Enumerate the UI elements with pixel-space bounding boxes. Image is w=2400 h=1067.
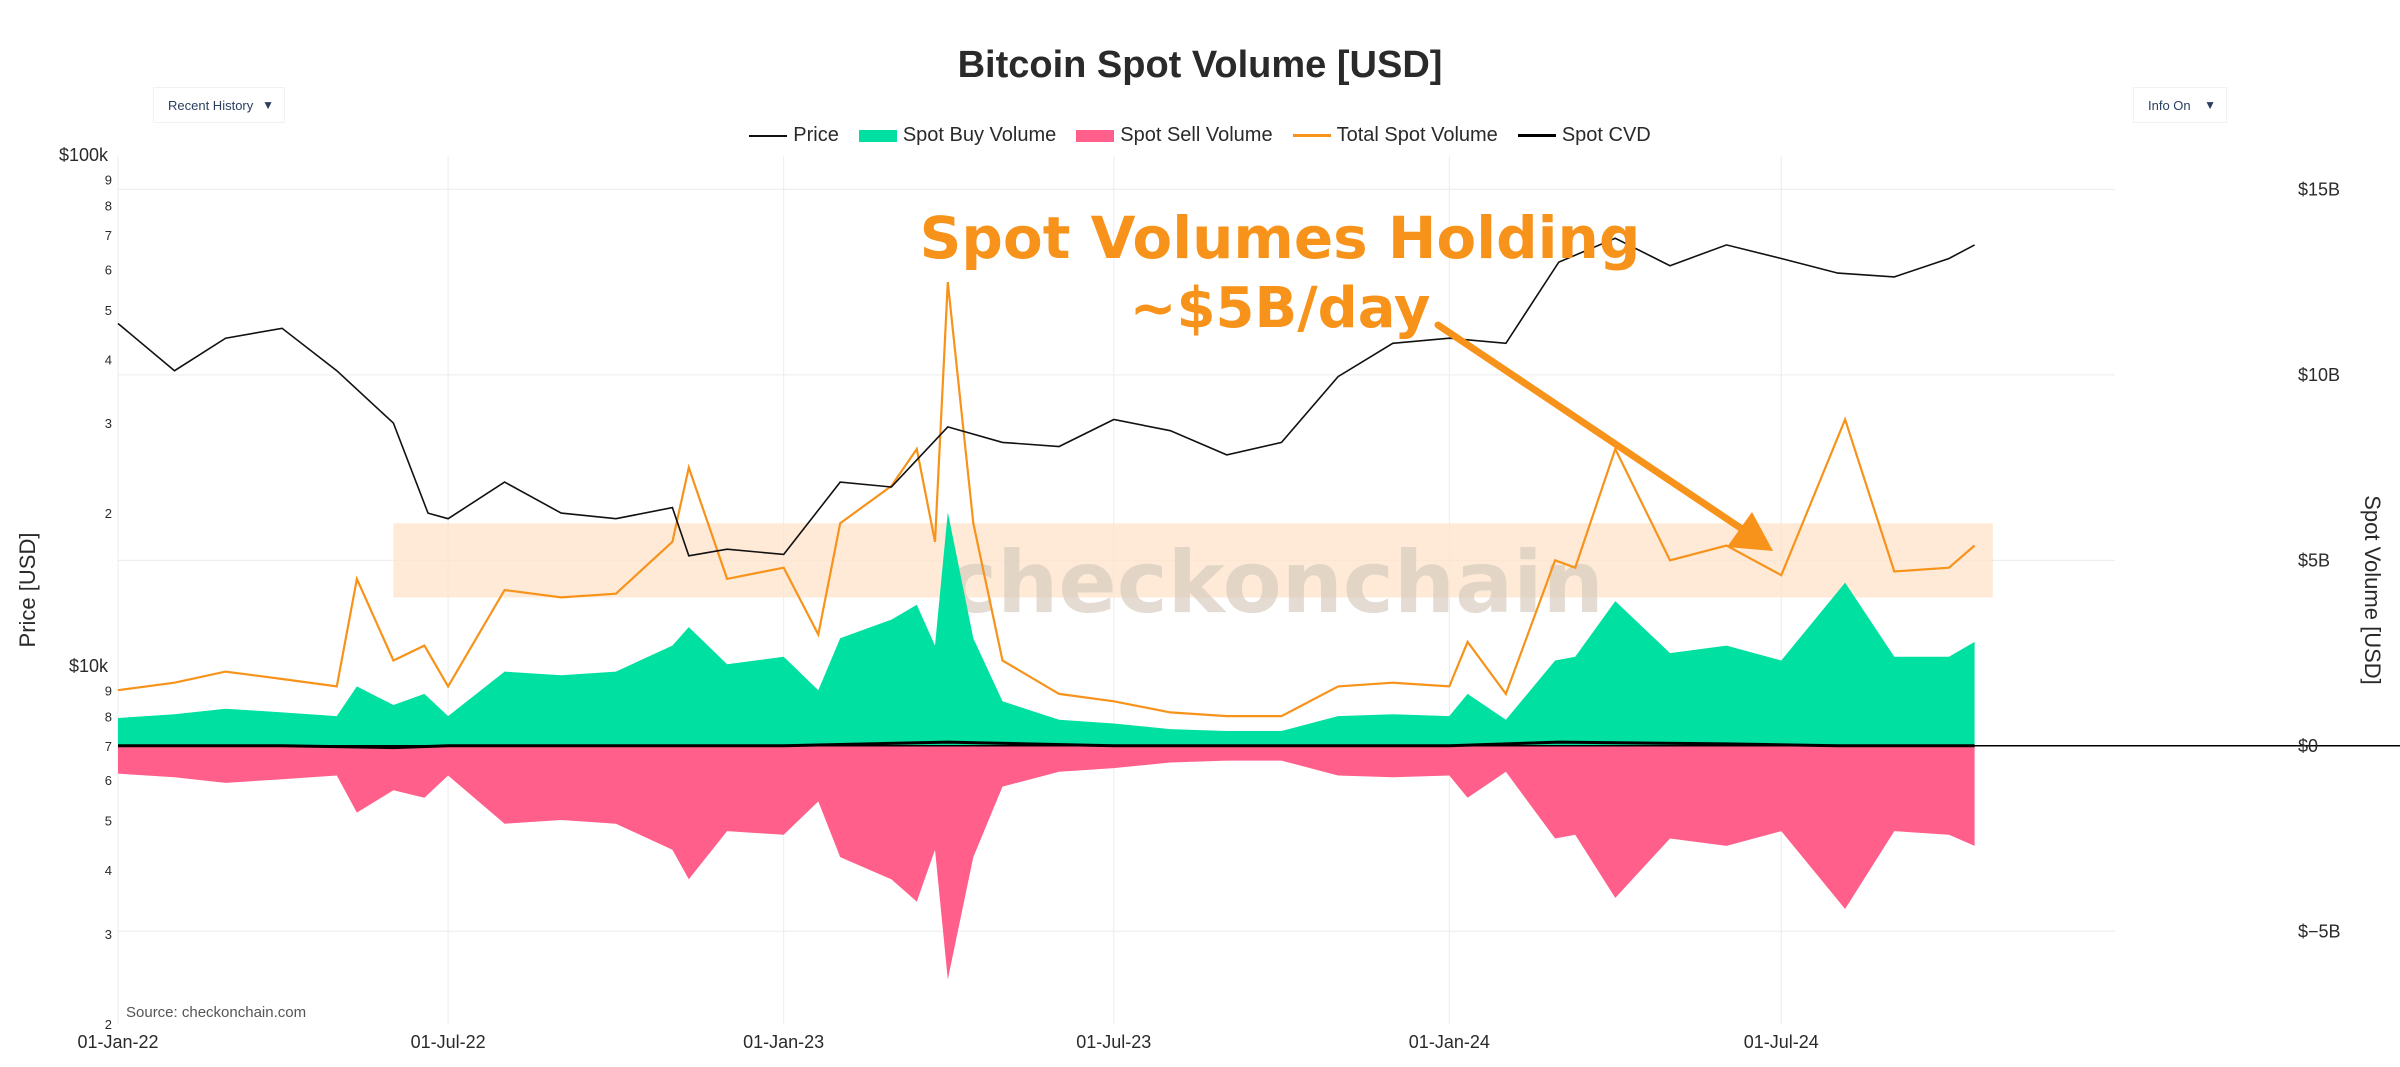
- right-axis-tick-label: $−5B: [2298, 921, 2341, 941]
- left-axis-tick-label: 4: [105, 352, 112, 367]
- left-axis-tick-label: $100k: [59, 145, 109, 165]
- watermark: checkonchain: [946, 533, 1604, 633]
- right-axis-tick-label: $5B: [2298, 550, 2330, 570]
- left-axis-tick-label: 7: [105, 739, 112, 754]
- series-spot-cvd-line: [118, 740, 1975, 750]
- legend-label-spot-sell: Spot Sell Volume: [1120, 124, 1273, 146]
- highlight-band: [393, 523, 1993, 598]
- recent-history-label: Recent History: [168, 97, 254, 113]
- left-axis-tick-label: 5: [105, 303, 112, 318]
- chart-legend: Price Spot Buy Volume Spot Sell Volume T…: [0, 124, 2400, 147]
- annotation-line-2: ~$5B/day: [1129, 276, 1431, 341]
- left-axis-tick-label: $10k: [69, 656, 109, 676]
- chart-title: Bitcoin Spot Volume [USD]: [957, 44, 1443, 86]
- left-axis-tick-label: 6: [105, 262, 112, 277]
- dropdown-arrow-icon: ▼: [262, 98, 274, 112]
- series-price-line: [117, 237, 1975, 557]
- left-axis-tick-label: 8: [105, 709, 112, 724]
- right-axis-tick-label: $10B: [2298, 365, 2340, 385]
- series-spot-buy-volume-area: [118, 512, 1975, 746]
- x-axis-tick-label: 01-Jan-23: [743, 1032, 824, 1052]
- annotation-line-1: Spot Volumes Holding: [919, 204, 1641, 272]
- left-axis-tick-label: 8: [105, 199, 112, 214]
- legend-label-total-spot: Total Spot Volume: [1336, 124, 1498, 146]
- left-axis-tick-label: 9: [105, 172, 112, 187]
- left-axis-tick-label: 6: [105, 773, 112, 788]
- left-axis-tick-label: 3: [105, 927, 112, 942]
- legend-item-spot-sell[interactable]: Spot Sell Volume: [1076, 124, 1273, 147]
- legend-item-spot-buy[interactable]: Spot Buy Volume: [858, 124, 1057, 147]
- series-spot-sell-volume-area: [118, 745, 1975, 980]
- recent-history-dropdown[interactable]: Recent History ▼: [154, 88, 284, 122]
- left-axis-tick-label: 5: [105, 814, 112, 829]
- legend-swatch-price: [749, 134, 788, 137]
- info-on-dropdown[interactable]: Info On ▼: [2134, 88, 2226, 122]
- x-axis-ticks: 01-Jan-22 01-Jul-22 01-Jan-23 01-Jul-23 01-J…: [77, 1032, 1818, 1052]
- legend-swatch-spot-cvd: [1517, 134, 1556, 137]
- x-axis-tick-label: 01-Jul-22: [411, 1032, 486, 1052]
- x-axis-tick-label: 01-Jul-24: [1744, 1032, 1819, 1052]
- legend-item-spot-cvd[interactable]: Spot CVD: [1517, 124, 1651, 147]
- y-axis-right-title: Spot Volume [USD]: [2360, 495, 2385, 685]
- x-axis-tick-label: 01-Jul-23: [1076, 1032, 1151, 1052]
- annotation-arrow-icon: [1434, 321, 1773, 551]
- dropdown-arrow-icon: ▼: [2204, 98, 2216, 112]
- left-axis-tick-label: 2: [105, 1017, 112, 1032]
- left-axis-tick-label: 2: [105, 506, 112, 521]
- legend-swatch-spot-buy: [858, 129, 897, 142]
- legend-label-spot-buy: Spot Buy Volume: [902, 124, 1057, 146]
- series-total-spot-volume-line: [117, 281, 1976, 718]
- arrow-shaft: [1434, 321, 1752, 537]
- legend-label-price: Price: [793, 124, 839, 146]
- legend-label-spot-cvd: Spot CVD: [1561, 124, 1651, 146]
- legend-swatch-total-spot: [1292, 134, 1331, 137]
- right-axis-tick-label: $0: [2298, 736, 2318, 756]
- left-axis-tick-label: 9: [105, 683, 112, 698]
- legend-swatch-spot-sell: [1076, 129, 1115, 142]
- left-axis-ticks: 2 3 4 5 6 7 8 9 $10k 2 3 4 5 6 7 8 9 $100k: [59, 145, 112, 1032]
- right-axis-tick-label: $15B: [2298, 179, 2340, 199]
- x-axis-tick-label: 01-Jan-22: [77, 1032, 158, 1052]
- x-axis-tick-label: 01-Jan-24: [1409, 1032, 1490, 1052]
- source-note: Source: checkonchain.com: [126, 1004, 307, 1021]
- legend-item-total-spot[interactable]: Total Spot Volume: [1292, 124, 1498, 147]
- arrow-head: [1727, 512, 1773, 551]
- right-axis-ticks: $15B $10B $5B $0 $−5B: [2298, 179, 2341, 941]
- left-axis-tick-label: 4: [105, 863, 112, 878]
- left-axis-tick-label: 3: [105, 416, 112, 431]
- left-axis-tick-label: 7: [105, 228, 112, 243]
- legend-item-price[interactable]: Price: [749, 124, 839, 147]
- y-axis-left-title: Price [USD]: [15, 532, 40, 648]
- info-on-label: Info On: [2148, 97, 2191, 113]
